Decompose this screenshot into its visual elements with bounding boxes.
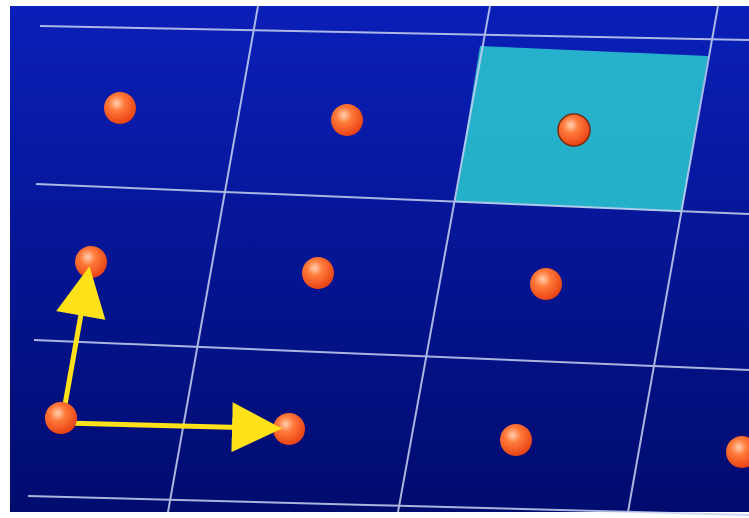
atom xyxy=(104,92,136,124)
lattice-vectors xyxy=(56,266,282,453)
grid-column-line-2 xyxy=(397,5,491,513)
atom xyxy=(726,436,749,468)
atom xyxy=(557,113,591,147)
primitive-vector-a1 xyxy=(60,402,282,453)
atom xyxy=(331,104,363,136)
grid-row-line-3 xyxy=(33,339,749,371)
atom xyxy=(273,413,305,445)
atom xyxy=(500,424,532,456)
grid-row-line-1 xyxy=(39,25,749,41)
atom xyxy=(75,246,107,278)
atom xyxy=(530,268,562,300)
grid-row-line-2 xyxy=(35,183,749,215)
origin-atom xyxy=(45,402,77,434)
primitive-vector-a2 xyxy=(56,266,106,419)
grid-column-line-3 xyxy=(627,5,719,513)
atom xyxy=(302,257,334,289)
